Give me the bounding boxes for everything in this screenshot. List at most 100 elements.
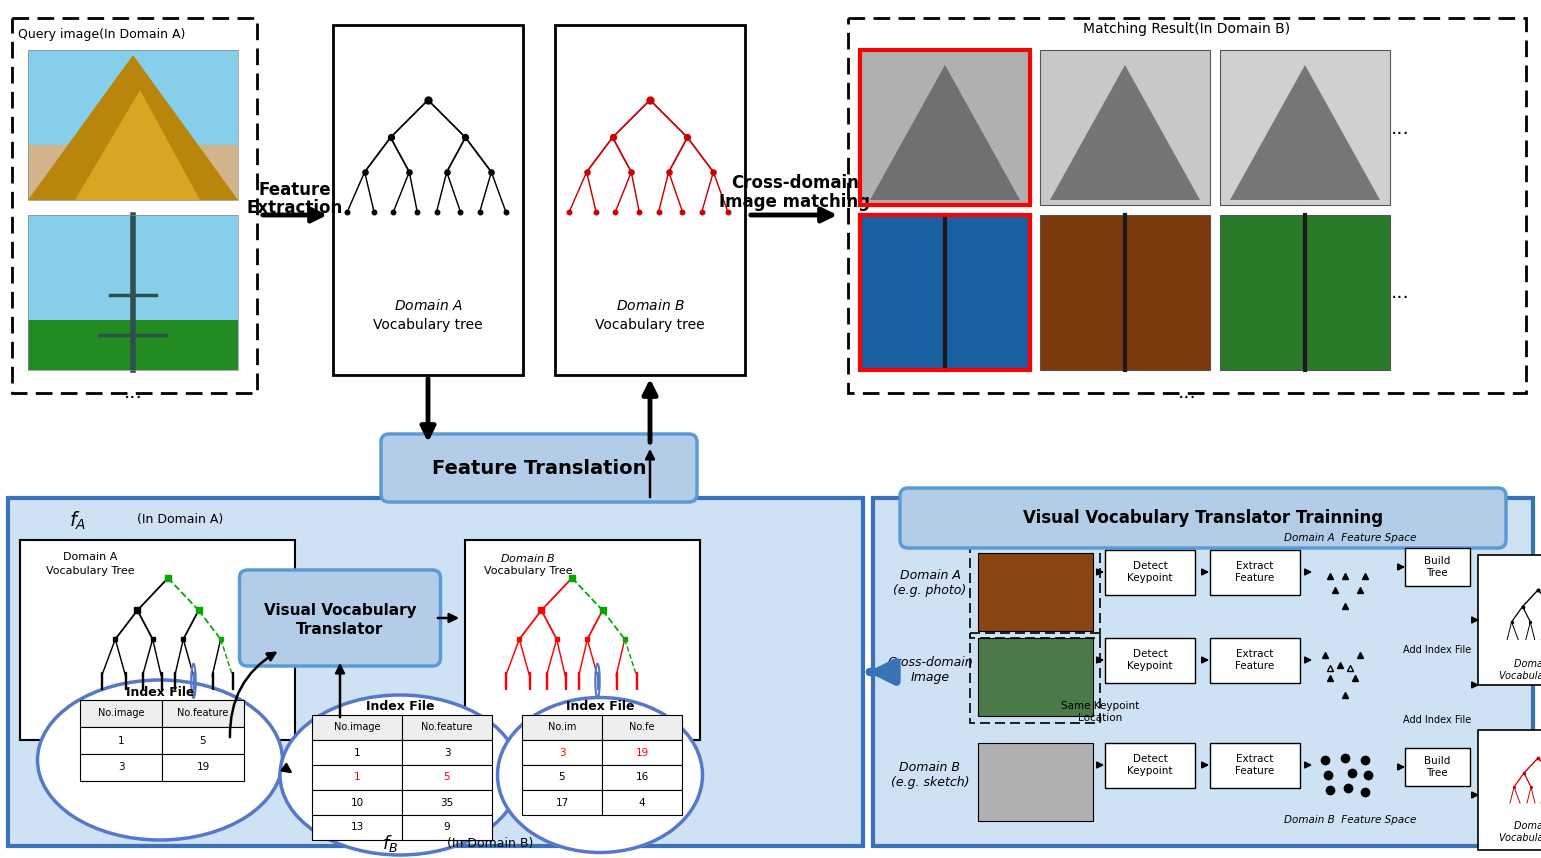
Text: Vocabulary tree: Vocabulary tree (595, 318, 704, 332)
Text: Index File: Index File (566, 700, 635, 714)
Bar (28, 215, 237, 370)
Bar (874, 498, 1533, 846)
Text: Matching Result(In Domain B): Matching Result(In Domain B) (1083, 22, 1290, 36)
Bar (1040, 50, 1210, 205)
Text: Query image(In Domain A): Query image(In Domain A) (18, 28, 185, 41)
Bar (979, 743, 1093, 821)
Text: Feature Translation: Feature Translation (431, 458, 646, 478)
Bar (333, 25, 522, 375)
Text: Cross-domain
Image: Cross-domain Image (888, 656, 972, 684)
Bar (402, 790, 492, 815)
Polygon shape (76, 90, 200, 200)
Bar (311, 790, 402, 815)
Bar (162, 727, 243, 754)
Text: ...: ... (1390, 283, 1410, 303)
Bar (1220, 215, 1390, 370)
Text: 10: 10 (350, 797, 364, 807)
Text: 9: 9 (444, 823, 450, 832)
Text: Detect
Keypoint: Detect Keypoint (1128, 650, 1173, 671)
Text: ...: ... (1390, 118, 1410, 137)
Text: Visual Vocabulary Translator Trainning: Visual Vocabulary Translator Trainning (1023, 509, 1384, 527)
Text: Translator: Translator (296, 623, 384, 637)
Bar (162, 754, 243, 781)
Bar (1210, 638, 1301, 683)
FancyBboxPatch shape (381, 434, 697, 502)
Bar (1220, 50, 1390, 205)
Text: ...: ... (1177, 384, 1196, 402)
Bar (848, 18, 1526, 393)
Bar (402, 740, 492, 765)
Bar (860, 50, 1029, 205)
Ellipse shape (37, 680, 282, 840)
Text: 17: 17 (555, 797, 569, 807)
Bar (860, 215, 1029, 370)
Text: 35: 35 (441, 797, 453, 807)
Text: Domain A
(e.g. photo): Domain A (e.g. photo) (894, 569, 966, 597)
Bar (603, 715, 683, 740)
Text: Visual Vocabulary: Visual Vocabulary (264, 602, 416, 618)
Bar (12, 18, 257, 393)
Bar (8, 498, 863, 846)
Bar (162, 700, 243, 727)
Text: Extract
Feature: Extract Feature (1236, 650, 1274, 671)
Bar (522, 740, 603, 765)
Text: 5: 5 (444, 772, 450, 782)
Bar (80, 700, 162, 727)
Text: No.feature: No.feature (177, 709, 228, 718)
Bar (603, 790, 683, 815)
Bar (80, 754, 162, 781)
Text: Domain A
Vocabulary Tree: Domain A Vocabulary Tree (1499, 659, 1541, 680)
Polygon shape (871, 65, 1020, 200)
Text: No.fe: No.fe (629, 722, 655, 733)
Bar (1040, 215, 1210, 370)
Bar (311, 715, 402, 740)
Text: No.image: No.image (97, 709, 145, 718)
Bar (555, 25, 744, 375)
Text: Vocabulary tree: Vocabulary tree (373, 318, 482, 332)
Text: Image matching: Image matching (720, 193, 871, 211)
Bar (603, 740, 683, 765)
Text: 16: 16 (635, 772, 649, 782)
Bar (28, 145, 237, 200)
Text: Build
Tree: Build Tree (1424, 756, 1450, 778)
Text: Add Index File: Add Index File (1402, 715, 1472, 725)
Text: $f_B$: $f_B$ (382, 832, 398, 854)
Bar (1405, 548, 1470, 586)
Text: 4: 4 (638, 797, 646, 807)
Text: Index File: Index File (365, 700, 435, 714)
Text: ...: ... (123, 384, 142, 402)
Text: No.im: No.im (547, 722, 576, 733)
Bar (522, 715, 603, 740)
Text: Add Index File: Add Index File (1402, 645, 1472, 655)
Text: Detect
Keypoint: Detect Keypoint (1128, 754, 1173, 776)
Bar (522, 765, 603, 790)
Bar (603, 765, 683, 790)
Text: Extract
Feature: Extract Feature (1236, 561, 1274, 583)
Text: Domain B
Vocabulary Tree: Domain B Vocabulary Tree (1499, 821, 1541, 843)
FancyBboxPatch shape (900, 488, 1506, 548)
Text: 3: 3 (559, 747, 566, 758)
Bar (1105, 638, 1194, 683)
Text: Detect
Keypoint: Detect Keypoint (1128, 561, 1173, 583)
Text: Vocabulary Tree: Vocabulary Tree (484, 566, 572, 576)
Text: Same Keypoint
Location: Same Keypoint Location (1060, 701, 1139, 722)
Text: (In Domain B): (In Domain B) (447, 837, 533, 849)
Text: Domain $B$: Domain $B$ (615, 298, 684, 312)
Text: Build
Tree: Build Tree (1424, 556, 1450, 577)
Text: Domain $B$: Domain $B$ (501, 552, 556, 564)
Ellipse shape (498, 698, 703, 853)
Bar (969, 633, 1100, 723)
Bar (311, 765, 402, 790)
Bar (1405, 748, 1470, 786)
Polygon shape (1230, 65, 1381, 200)
Bar (1105, 743, 1194, 788)
Text: 1: 1 (117, 735, 125, 746)
Text: 3: 3 (444, 747, 450, 758)
Bar (402, 715, 492, 740)
Text: 19: 19 (635, 747, 649, 758)
Text: 5: 5 (200, 735, 206, 746)
Text: No.image: No.image (334, 722, 381, 733)
Text: Feature: Feature (259, 181, 331, 199)
Text: No.feature: No.feature (421, 722, 473, 733)
Text: 19: 19 (196, 763, 210, 772)
